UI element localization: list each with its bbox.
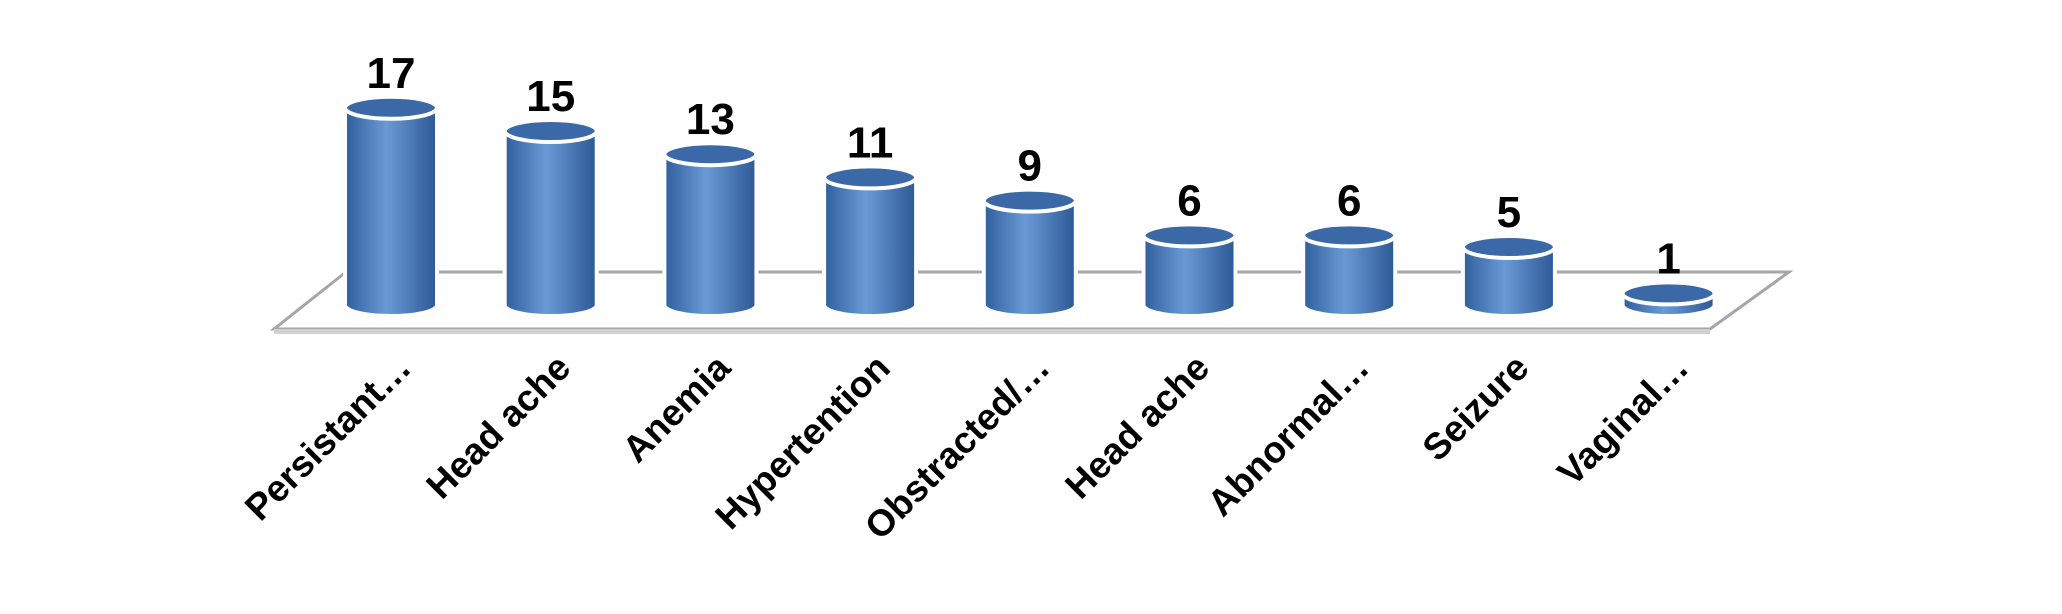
bar-top [1620,280,1717,307]
bar-top [1141,222,1238,249]
x-tick-label: Head ache [418,347,578,507]
data-label: 15 [526,72,575,121]
bar [1620,280,1717,318]
bar-body [343,105,439,318]
bar-body [662,152,759,318]
bar-top [343,94,439,121]
bar-top [822,164,919,191]
bar [502,118,599,318]
bar-body [822,175,919,318]
x-tick-label: Vaginal… [1549,347,1696,494]
bar [662,141,759,318]
data-label: 5 [1497,188,1521,237]
data-label: 9 [1018,142,1042,191]
data-label: 6 [1177,176,1201,225]
bar-top [1460,234,1557,260]
bar-top [1301,222,1398,249]
bar-body [502,129,599,318]
bar-body [1141,233,1238,318]
bar [1460,234,1557,318]
data-label: 17 [367,49,416,98]
bar [1141,222,1238,318]
x-tick-label: Abnormal… [1200,347,1377,524]
bar [343,94,439,318]
x-tick-label: Persistant… [237,347,419,529]
bar-body [1301,233,1398,318]
data-label: 11 [847,118,894,167]
bar-body [1460,245,1557,318]
bar [1301,222,1398,318]
data-label: 6 [1337,176,1361,225]
data-label: 13 [686,95,735,144]
bar [822,164,919,318]
data-label: 1 [1656,234,1680,283]
bar-top [662,141,759,168]
bar-body [981,198,1078,318]
x-tick-label: Anemia [615,346,739,470]
x-tick-label: Seizure [1414,347,1536,469]
x-tick-label: Head ache [1057,347,1217,507]
bar-top [502,118,599,144]
bar [981,187,1078,318]
bar-top [981,187,1078,214]
floor-edge [274,329,1710,334]
